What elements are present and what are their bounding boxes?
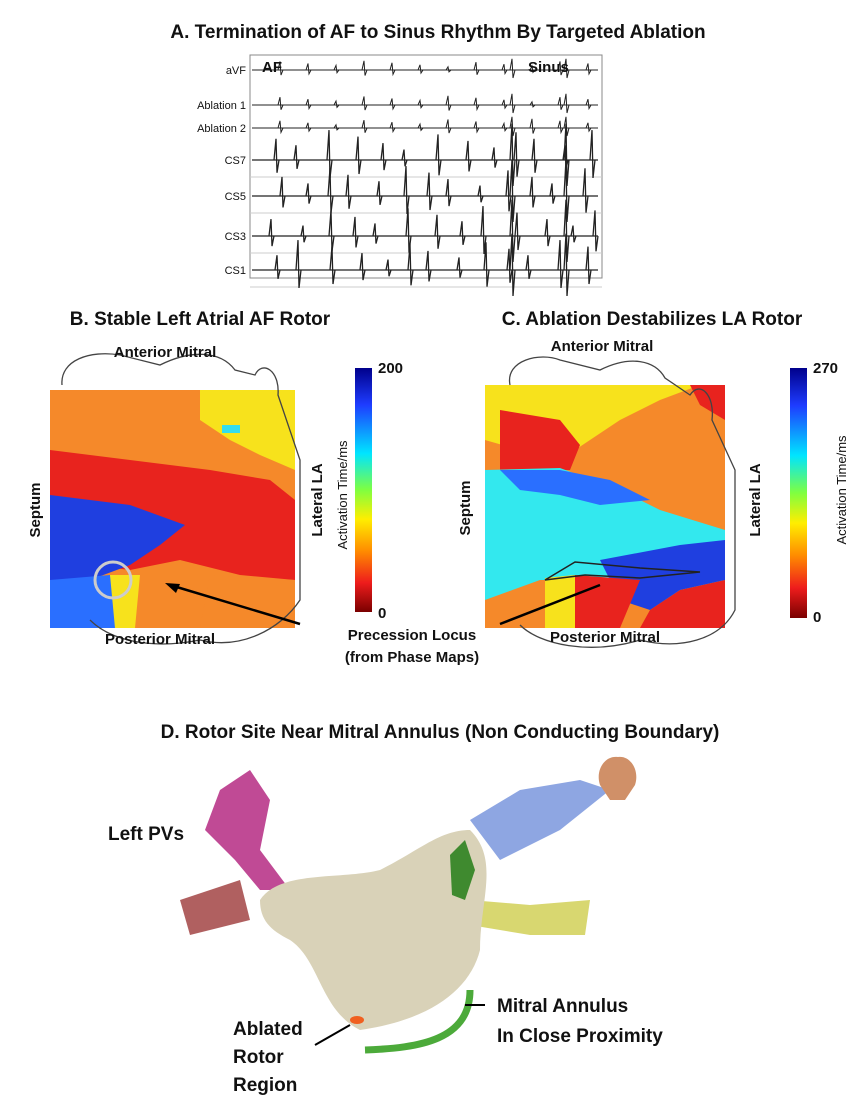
map-label: Anterior Mitral: [114, 344, 217, 361]
label: In Close Proximity: [497, 1026, 663, 1047]
channel-label: CS3: [225, 231, 246, 243]
colorbar: [355, 368, 372, 612]
channel-label: CS1: [225, 265, 246, 277]
channel-label: CS5: [225, 191, 246, 203]
label: Ablated: [233, 1019, 303, 1040]
rhythm-label: AF: [262, 59, 282, 76]
colorbar-title: Activation Time/ms: [335, 440, 350, 550]
activation-map: [50, 390, 295, 628]
left-pv: [205, 770, 290, 890]
map-label: Septum: [457, 480, 474, 535]
map-label: Anterior Mitral: [551, 338, 654, 355]
vessel: [470, 900, 590, 935]
colorbar-title: Activation Time/ms: [834, 435, 849, 545]
colorbar-label: 0: [813, 609, 821, 626]
map-label: Posterior Mitral: [105, 631, 215, 648]
activation-map: [485, 385, 725, 628]
colorbar: [790, 368, 807, 618]
channel-label: Ablation 1: [197, 100, 246, 112]
rhythm-label: Sinus: [528, 59, 569, 76]
panel-title: C. Ablation Destabilizes LA Rotor: [502, 309, 803, 330]
annotation: (from Phase Maps): [345, 649, 479, 666]
panel-title: A. Termination of AF to Sinus Rhythm By …: [170, 22, 705, 43]
annotation: Precession Locus: [348, 627, 476, 644]
channel-label: CS7: [225, 155, 246, 167]
map-label: Lateral LA: [309, 463, 326, 537]
map-label: Lateral LA: [747, 463, 764, 537]
panel-title: B. Stable Left Atrial AF Rotor: [70, 309, 331, 330]
colorbar-label: 270: [813, 360, 838, 377]
label: Rotor: [233, 1047, 284, 1068]
figure: A. Termination of AF to Sinus Rhythm By …: [0, 0, 851, 1100]
page: A. Termination of AF to Sinus Rhythm By …: [0, 0, 851, 1100]
channel-label: aVF: [226, 65, 246, 77]
colorbar-label: 200: [378, 360, 403, 377]
vessel: [180, 880, 250, 935]
label: Mitral Annulus: [497, 996, 628, 1017]
panel-title: D. Rotor Site Near Mitral Annulus (Non C…: [161, 722, 720, 743]
map-label: Posterior Mitral: [550, 629, 660, 646]
label: Region: [233, 1075, 297, 1096]
trace-frame: [250, 55, 602, 278]
channel-label: Ablation 2: [197, 123, 246, 135]
label: Left PVs: [108, 824, 184, 845]
map-label: Septum: [27, 482, 44, 537]
vessel: [470, 780, 610, 860]
colorbar-label: 0: [378, 605, 386, 622]
